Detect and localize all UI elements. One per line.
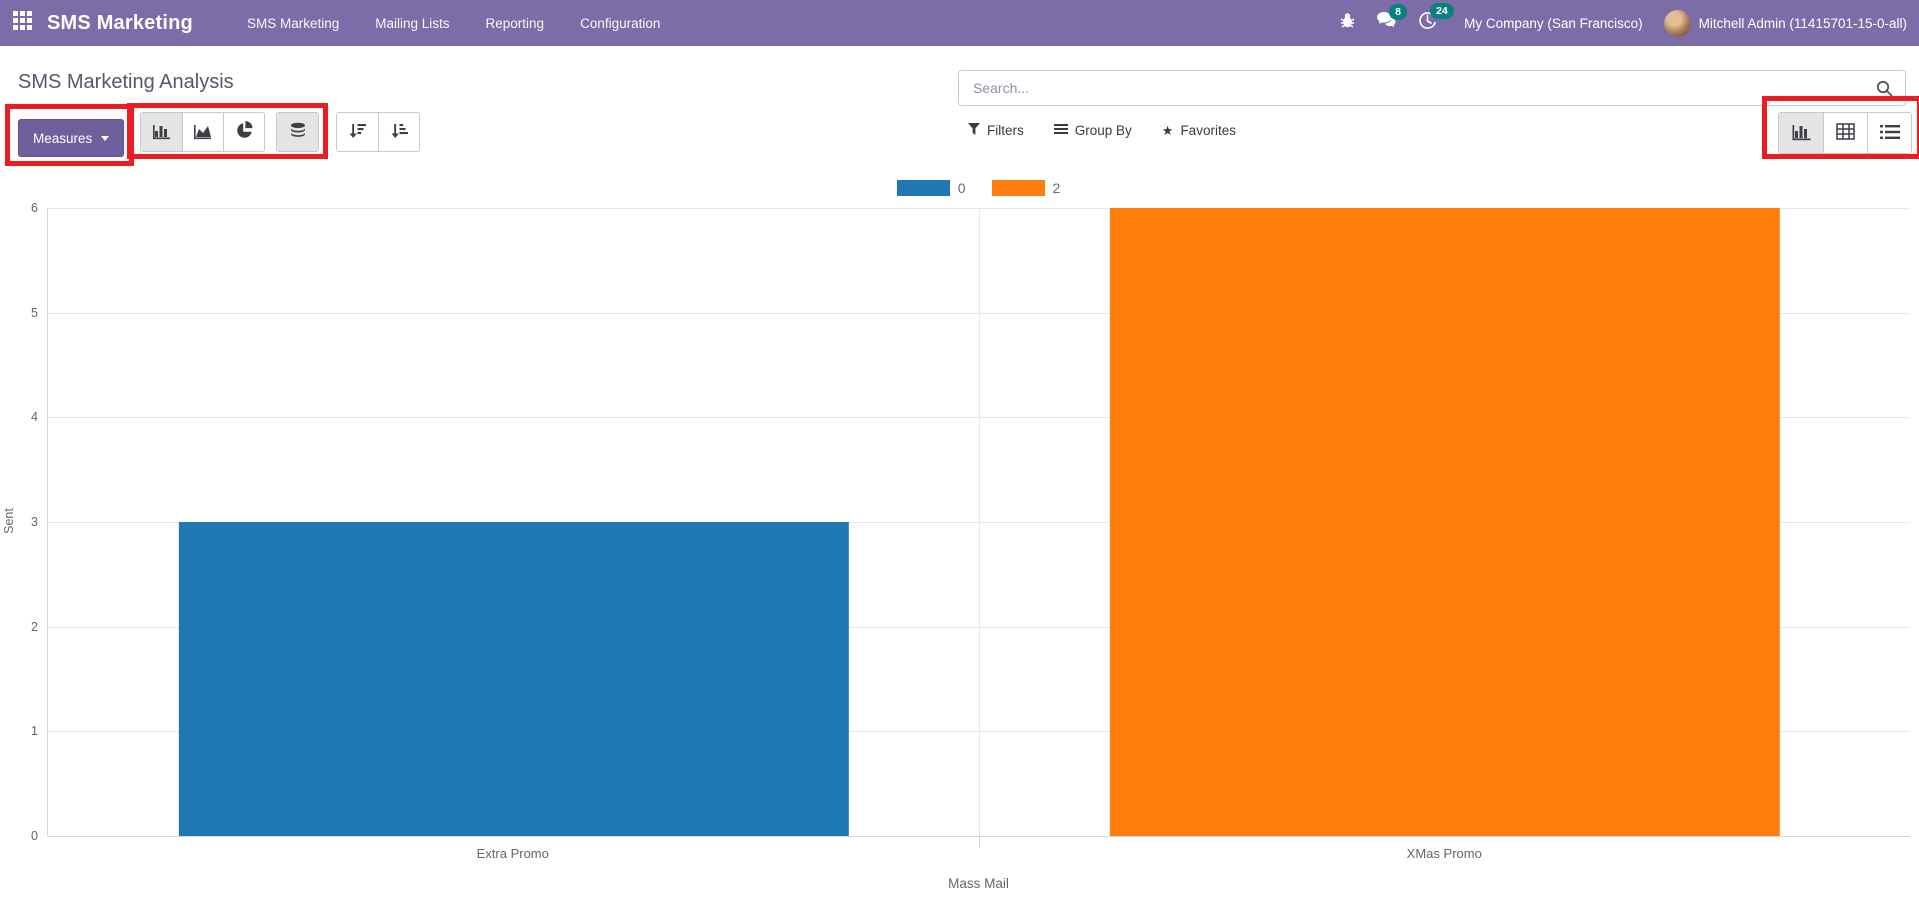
nav-item-sms-marketing[interactable]: SMS Marketing — [246, 15, 340, 31]
gridline-2 — [48, 626, 1910, 628]
bar-extra-promo[interactable] — [178, 522, 849, 836]
legend-item-2[interactable]: 2 — [991, 180, 1061, 196]
gridline-4 — [48, 417, 1910, 419]
y-tick-label-3: 3 — [31, 515, 38, 529]
messages-button[interactable]: 8 — [1377, 4, 1407, 34]
debug-menu-button[interactable] — [1339, 12, 1356, 34]
messages-badge: 8 — [1389, 4, 1407, 20]
nav-item-mailing-lists[interactable]: Mailing Lists — [375, 15, 450, 31]
user-menu[interactable]: Mitchell Admin (11415701-15-0-all) — [1663, 9, 1907, 37]
sort-desc-button[interactable] — [337, 113, 378, 151]
graph-view-button[interactable] — [1779, 113, 1823, 153]
x-tick-mark — [979, 836, 980, 848]
y-tick-label-4: 4 — [31, 410, 38, 425]
y-tick-label-0: 0 — [31, 829, 38, 843]
caret-down-icon — [101, 135, 110, 141]
area-chart-button[interactable] — [182, 113, 223, 151]
stacked-group — [276, 112, 319, 152]
list-icon — [1879, 124, 1900, 143]
magnifier-icon[interactable] — [1876, 80, 1893, 97]
pie-chart-button[interactable] — [223, 113, 264, 151]
nav-item-configuration[interactable]: Configuration — [580, 15, 661, 31]
y-tick-label-2: 2 — [31, 619, 38, 634]
apps-menu-button[interactable] — [13, 11, 32, 35]
pie-chart-icon — [235, 121, 254, 143]
top-navbar: SMS Marketing SMS Marketing Mailing Lists… — [0, 0, 1919, 46]
legend-item-0[interactable]: 0 — [896, 180, 966, 196]
plot-area — [47, 208, 1910, 848]
favorites-button[interactable]: ★ Favorites — [1152, 115, 1246, 146]
funnel-icon — [968, 123, 980, 138]
y-tick-label-1: 1 — [31, 724, 38, 739]
x-category-label-2: XMas Promo — [1406, 846, 1482, 861]
bar-chart-icon — [152, 122, 172, 143]
legend-label: 0 — [957, 180, 966, 196]
filter-bar: Filters Group By ★ Favorites — [958, 115, 1246, 146]
favorites-label: Favorites — [1180, 123, 1236, 138]
app-brand[interactable]: SMS Marketing — [47, 11, 193, 34]
legend-swatch — [896, 180, 950, 196]
activities-button[interactable]: 24 — [1418, 3, 1454, 35]
bug-icon — [1339, 12, 1356, 34]
search-input[interactable] — [959, 80, 1876, 96]
bars-icon — [1053, 123, 1068, 138]
stacked-icon — [289, 122, 307, 143]
gridline-6 — [48, 208, 1910, 209]
navbar-left: SMS Marketing SMS Marketing Mailing Lists… — [0, 0, 678, 46]
chat-icon — [1377, 12, 1397, 34]
measures-label: Measures — [33, 130, 93, 146]
gridline-1 — [48, 731, 1910, 733]
measures-button[interactable]: Measures — [18, 119, 125, 157]
y-tick-label-6: 6 — [31, 201, 38, 215]
search-bar — [958, 70, 1906, 106]
navbar-menu: SMS Marketing Mailing Lists Reporting Confi… — [229, 0, 678, 46]
user-name: Mitchell Admin (11415701-15-0-all) — [1698, 15, 1907, 31]
gridline-0 — [48, 836, 1910, 837]
sort-asc-icon — [390, 122, 409, 143]
company-switcher[interactable]: My Company (San Francisco) — [1464, 15, 1643, 31]
navbar-right: 8 24 My Company (San Francisco) Mitchell… — [1339, 0, 1907, 46]
legend-label: 2 — [1052, 180, 1061, 196]
bar-xmas-promo[interactable] — [1109, 208, 1780, 836]
nav-item-reporting[interactable]: Reporting — [485, 15, 545, 31]
page-title: SMS Marketing Analysis — [18, 71, 234, 93]
star-icon: ★ — [1161, 123, 1174, 138]
x-category-label-1: Extra Promo — [476, 846, 549, 861]
stacked-button[interactable] — [277, 113, 318, 151]
sort-desc-icon — [348, 122, 367, 143]
y-axis: 0 1 2 3 4 5 6 — [0, 201, 40, 843]
bar-chart-icon — [1791, 122, 1812, 144]
area-chart-icon — [193, 122, 213, 143]
list-view-button[interactable] — [1867, 113, 1911, 153]
chart-type-group — [140, 112, 265, 152]
group-by-button[interactable]: Group By — [1044, 115, 1142, 146]
bar-chart-button[interactable] — [141, 113, 182, 151]
avatar — [1663, 9, 1691, 37]
group-by-label: Group By — [1074, 123, 1132, 138]
sort-asc-button[interactable] — [378, 113, 419, 151]
filters-button[interactable]: Filters — [958, 115, 1034, 146]
view-switcher — [1778, 112, 1912, 154]
x-axis: Extra Promo XMas Promo — [47, 846, 1910, 866]
activities-badge: 24 — [1430, 3, 1454, 19]
x-axis-title: Mass Mail — [948, 876, 1009, 891]
legend-swatch — [991, 180, 1045, 196]
filters-label: Filters — [987, 123, 1024, 138]
gridline-5 — [48, 312, 1910, 314]
pivot-table-icon — [1836, 123, 1855, 143]
sort-group — [336, 112, 420, 152]
pivot-view-button[interactable] — [1823, 113, 1867, 153]
gridline-3 — [48, 522, 1910, 523]
y-tick-label-5: 5 — [31, 305, 38, 320]
apps-grid-icon — [13, 11, 32, 35]
